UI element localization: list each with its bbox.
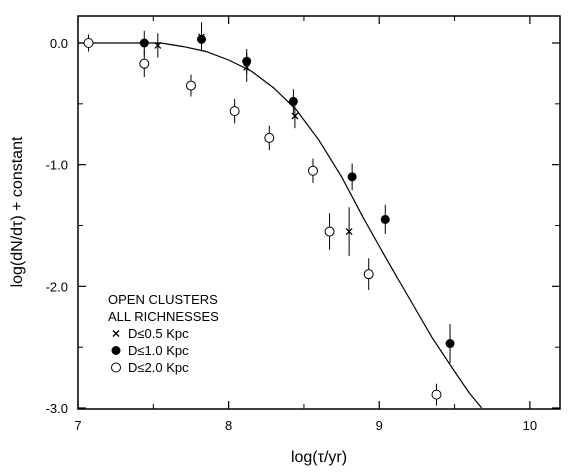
data-point — [288, 89, 298, 114]
y-tick-label: -1.0 — [46, 158, 68, 173]
y-tick-label: -2.0 — [46, 279, 68, 294]
legend-title: OPEN CLUSTERS — [108, 292, 218, 307]
data-point — [264, 125, 275, 151]
model-curve — [78, 42, 483, 409]
data-points-layer — [83, 22, 455, 406]
data-point — [431, 383, 442, 406]
data-point — [347, 163, 357, 191]
open-circle-marker — [264, 132, 275, 143]
data-point — [185, 74, 196, 97]
model-curve-layer — [78, 42, 483, 409]
data-point — [242, 49, 252, 74]
data-point — [291, 103, 299, 129]
open-circle-marker — [111, 362, 121, 373]
filled-circle-marker — [288, 96, 298, 106]
x-tick-label: 7 — [74, 418, 81, 433]
filled-circle-marker — [242, 56, 252, 66]
legend-entry-label: D≤0.5 Kpc — [128, 326, 189, 341]
data-point — [345, 207, 353, 256]
open-circle-marker — [185, 80, 196, 91]
open-circle-marker — [307, 165, 318, 176]
x-tick-label: 10 — [523, 418, 537, 433]
cross-marker — [345, 228, 353, 236]
x-tick-label: 9 — [376, 418, 383, 433]
data-point — [197, 27, 207, 52]
plot-frame — [77, 15, 561, 410]
filled-circle-marker — [445, 339, 455, 349]
open-circle-marker — [431, 389, 442, 400]
open-circle-marker — [229, 106, 240, 117]
data-point — [445, 324, 455, 363]
data-point — [83, 34, 94, 52]
open-circle-marker — [83, 38, 94, 48]
open-circle-marker — [363, 269, 374, 280]
filled-circle-marker — [347, 172, 357, 182]
legend-entry-label: D≤2.0 Kpc — [128, 360, 189, 375]
filled-circle-marker — [380, 214, 390, 224]
data-point — [229, 98, 240, 124]
data-point — [307, 158, 318, 183]
data-point — [324, 213, 335, 250]
x-tick-label: 8 — [225, 418, 232, 433]
filled-circle-marker — [111, 346, 121, 355]
filled-circle-marker — [139, 38, 149, 48]
cross-marker — [291, 112, 299, 120]
y-tick-label: 0.0 — [50, 36, 68, 51]
filled-circle-marker — [197, 34, 207, 44]
data-point — [139, 50, 150, 78]
y-axis-title: log(dN/dτ) + constant — [9, 136, 26, 287]
data-point — [363, 258, 374, 290]
axis-ticks: 7 8 9 10 0.0 -1.0 -2.0 -3.0 — [46, 16, 560, 433]
open-circle-marker — [139, 58, 150, 69]
legend-title: ALL RICHNESSES — [108, 309, 219, 324]
legend-entry-label: D≤1.0 Kpc — [128, 343, 189, 358]
legend: OPEN CLUSTERS ALL RICHNESSES D≤0.5 Kpc D≤1.… — [108, 292, 219, 375]
open-circle-marker — [324, 226, 335, 237]
cross-marker — [112, 330, 120, 337]
data-point — [154, 33, 162, 58]
data-point — [380, 204, 390, 235]
x-axis-title: log(τ/yr) — [291, 449, 347, 466]
cross-marker — [154, 41, 162, 49]
y-tick-label: -3.0 — [46, 401, 68, 416]
